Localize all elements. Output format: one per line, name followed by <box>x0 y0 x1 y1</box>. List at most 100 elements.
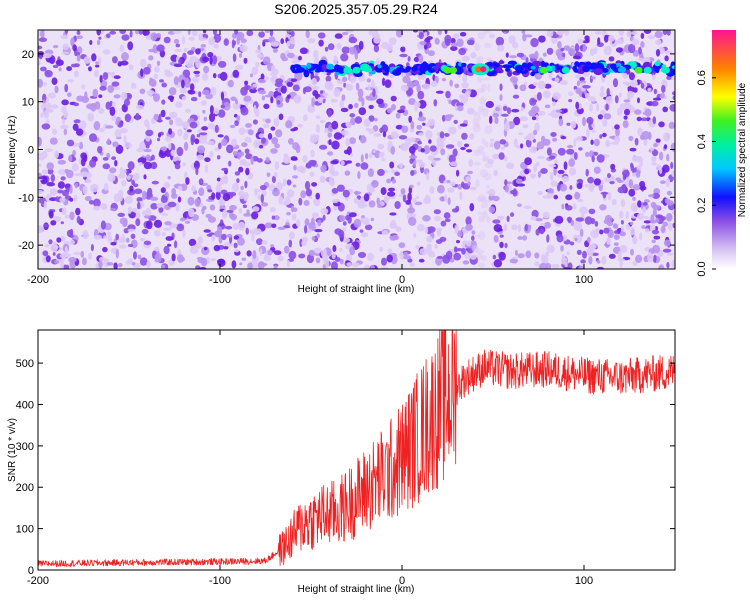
spectrogram-cell <box>342 237 351 243</box>
spectrogram-cell <box>43 109 49 119</box>
spectrogram-cell <box>185 108 191 114</box>
spectrogram-cell <box>341 94 346 101</box>
spectrogram-cell <box>261 137 266 144</box>
spectrogram-cell <box>614 124 620 130</box>
spectrogram-cell <box>183 141 189 151</box>
spectrogram-cell <box>251 66 259 76</box>
x-tick-label: -100 <box>209 575 231 587</box>
spectrogram-cell <box>485 100 494 109</box>
spectrogram-cell <box>298 197 303 206</box>
spectrogram-cell <box>188 36 195 41</box>
spectrogram-cell <box>376 98 384 105</box>
spectrogram-cell <box>422 215 431 222</box>
spectrogram-cell <box>596 102 600 112</box>
spectrogram-cell <box>499 94 503 101</box>
spectrogram-cell <box>462 74 468 83</box>
spectrogram-cell <box>313 197 321 207</box>
spectrogram-cell <box>389 223 398 229</box>
spectrogram-cell <box>264 94 273 98</box>
spectrogram-cell <box>600 85 605 93</box>
spectrogram-cell <box>417 116 427 122</box>
spectrogram-cell <box>639 160 643 168</box>
spectrogram-cell <box>121 179 127 187</box>
spectrogram-cell <box>567 144 573 149</box>
spectrogram-cell <box>638 47 642 55</box>
spectrogram-cell <box>370 264 375 269</box>
spectrogram-cell <box>653 235 661 240</box>
spectrogram-cell <box>169 119 174 126</box>
spectrogram-cell <box>93 69 100 78</box>
spectrogram-cell <box>163 245 170 255</box>
spectrogram-cell <box>48 92 56 99</box>
spectrogram-cell <box>574 191 580 200</box>
spectrogram-cell <box>233 242 238 249</box>
spectrogram-cell <box>109 106 116 117</box>
spectrogram-cell <box>477 76 483 84</box>
spectrogram-cell <box>667 222 673 231</box>
spectrogram-cell <box>121 234 125 241</box>
spectrogram-cell <box>348 46 357 55</box>
spectrogram-cell <box>317 96 324 104</box>
spectrogram-cell <box>103 235 108 239</box>
spectrogram-cell <box>409 203 413 212</box>
spectrogram-cell <box>286 30 292 33</box>
spectrogram-cell <box>191 30 198 37</box>
spectrogram-cell <box>576 249 582 255</box>
spectrogram-cell <box>439 131 445 139</box>
spectrogram-cell <box>192 76 199 83</box>
spectrogram-cell <box>73 119 81 124</box>
spectrogram-cell <box>434 38 440 45</box>
spectrogram-cell <box>139 88 146 95</box>
spectrogram-cell <box>445 114 454 118</box>
spectrogram-cell <box>637 127 643 136</box>
spectrogram-cell <box>584 216 593 225</box>
spectrogram-cell <box>365 152 369 160</box>
spectrogram-cell <box>183 48 188 52</box>
spectrogram-cell <box>462 260 470 265</box>
spectrogram-cell <box>469 203 475 212</box>
spectrogram-cell <box>185 177 190 185</box>
spectrogram-cell <box>271 175 276 184</box>
spectrogram-cell <box>603 113 612 120</box>
spectrogram-cell <box>427 118 436 126</box>
spectrogram-cell <box>464 143 469 148</box>
spectrogram-cell <box>661 84 666 93</box>
spectrogram-cell <box>593 178 602 186</box>
spectrogram-cell <box>282 201 289 206</box>
spectrogram-cell <box>588 184 594 193</box>
spectrogram-cell <box>136 147 144 153</box>
spectrogram-cell <box>304 224 308 234</box>
spectrogram-cell <box>250 156 254 166</box>
spectrogram-cell <box>548 70 553 80</box>
spectrogram-cell <box>292 175 299 179</box>
spectrogram-cell <box>161 82 167 88</box>
spectrogram-cell <box>540 135 546 143</box>
spectrogram-cell <box>535 218 543 222</box>
spectrogram-cell <box>212 55 218 65</box>
spectrogram-cell <box>371 33 381 39</box>
spectrogram-cell <box>502 105 508 112</box>
spectrogram-cell <box>458 48 467 56</box>
spectrogram-cell <box>145 129 154 137</box>
spectrogram-cell <box>599 91 605 98</box>
spectrogram-cell <box>350 153 353 157</box>
spectrogram-cell <box>76 215 81 224</box>
spectrogram-cell <box>64 168 69 174</box>
spectrogram-x-axis-label: Height of straight line (km) <box>298 284 415 295</box>
spectrogram-cell <box>516 52 525 58</box>
spectrogram-cell <box>69 239 76 245</box>
spectrogram-cell <box>524 168 530 175</box>
spectrogram-cell <box>363 118 371 127</box>
spectrogram-cell <box>257 194 261 200</box>
spectrogram-cell <box>663 132 670 142</box>
spectrogram-cell <box>174 163 181 170</box>
spectrogram-band-cell <box>359 63 370 72</box>
spectrogram-cell <box>170 193 178 199</box>
spectrogram-cell <box>607 192 612 201</box>
spectrogram-cell <box>622 72 628 79</box>
spectrogram-cell <box>124 195 133 204</box>
spectrogram-cell <box>169 96 174 103</box>
spectrogram-cell <box>69 234 74 238</box>
spectrogram-cell <box>274 160 279 170</box>
